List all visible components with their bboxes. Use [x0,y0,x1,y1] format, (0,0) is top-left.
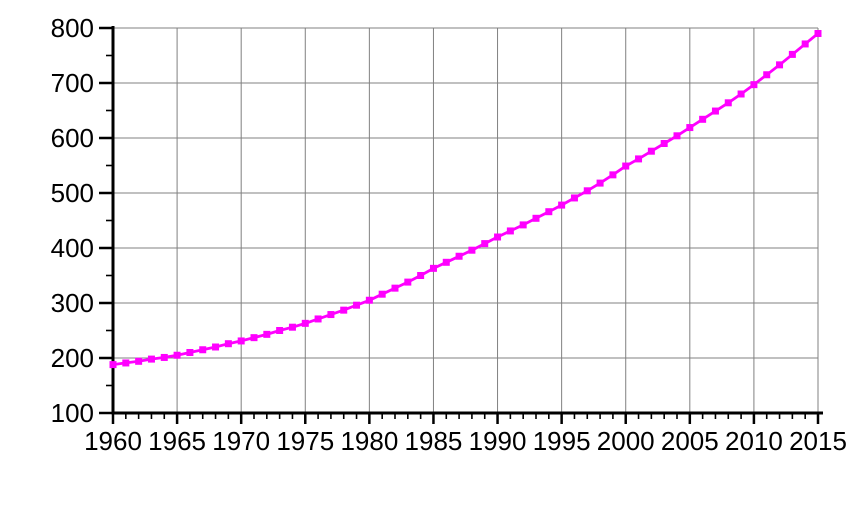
data-point-marker [686,124,694,132]
data-point-marker [814,30,822,37]
data-point-marker [609,171,617,179]
y-tick-label: 200 [51,343,94,373]
data-point-marker [660,140,668,147]
data-point-marker [583,187,591,195]
data-point-marker [288,323,296,331]
x-tick-label: 1975 [276,426,334,456]
data-point-marker [263,330,271,338]
data-point-marker [468,246,476,254]
y-tick-label: 300 [51,288,94,318]
data-point-marker [532,214,540,222]
data-point-marker [391,284,399,292]
x-tick-label: 1995 [533,426,591,456]
data-point-marker [365,296,373,304]
x-tick-label: 1980 [340,426,398,456]
y-axis-ticks: 100 200 300 400 500 600 700 800 [51,13,113,428]
data-point-marker [635,155,643,163]
data-point-marker [429,264,437,272]
data-point-marker [506,227,514,235]
data-point-marker [763,71,771,79]
data-point-marker [519,221,527,229]
y-tick-label: 500 [51,178,94,208]
x-tick-label: 2015 [789,426,847,456]
data-point-marker [199,346,207,354]
data-point-marker [314,315,322,323]
x-tick-label: 1970 [212,426,270,456]
data-point-marker [622,162,630,170]
data-point-marker [417,272,425,279]
y-tick-label: 800 [51,13,94,43]
data-point-marker [378,290,386,298]
data-point-marker [327,311,335,319]
data-point-marker [442,258,450,266]
data-point-marker [250,334,258,342]
data-point-marker [135,357,143,365]
x-tick-label: 1965 [148,426,206,456]
data-point-marker [160,353,168,361]
data-point-marker [109,361,117,369]
data-point-marker [494,233,502,241]
data-point-marker [788,50,796,58]
data-point-marker [455,252,463,260]
data-point-marker [404,278,412,286]
data-point-marker [147,355,155,363]
data-point-marker [212,343,220,351]
x-tick-label: 2000 [597,426,655,456]
y-tick-label: 600 [51,123,94,153]
x-tick-label: 2005 [661,426,719,456]
data-point-marker [481,240,489,248]
data-point-marker [173,351,181,359]
data-point-marker [647,147,655,155]
data-point-marker [224,340,232,348]
x-tick-label: 1985 [405,426,463,456]
data-point-marker [353,301,361,309]
data-point-marker [122,359,130,367]
x-tick-label: 1990 [469,426,527,456]
data-point-marker [340,306,348,314]
data-point-marker [711,107,719,115]
data-point-marker [673,132,681,140]
data-point-marker [186,349,194,356]
x-axis-ticks: 1960 1965 1970 1975 1980 1985 1990 1995 2000 2005… [84,413,847,456]
x-tick-label: 2010 [725,426,783,456]
data-point-marker [801,40,809,48]
data-point-marker [558,201,566,209]
y-tick-label: 700 [51,68,94,98]
data-point-marker [699,115,707,123]
data-point-marker [570,194,578,202]
data-point-marker [750,81,758,89]
data-series [109,30,822,369]
data-point-marker [301,319,309,327]
y-tick-label: 400 [51,233,94,263]
data-point-marker [237,337,245,345]
data-point-marker [776,61,784,69]
data-point-marker [545,208,553,216]
data-point-marker [596,179,604,187]
y-tick-label: 100 [51,398,94,428]
data-point-marker [737,90,745,98]
data-point-marker [276,327,284,334]
data-point-marker [724,99,732,107]
x-tick-label: 1960 [84,426,142,456]
gridlines [113,27,819,413]
